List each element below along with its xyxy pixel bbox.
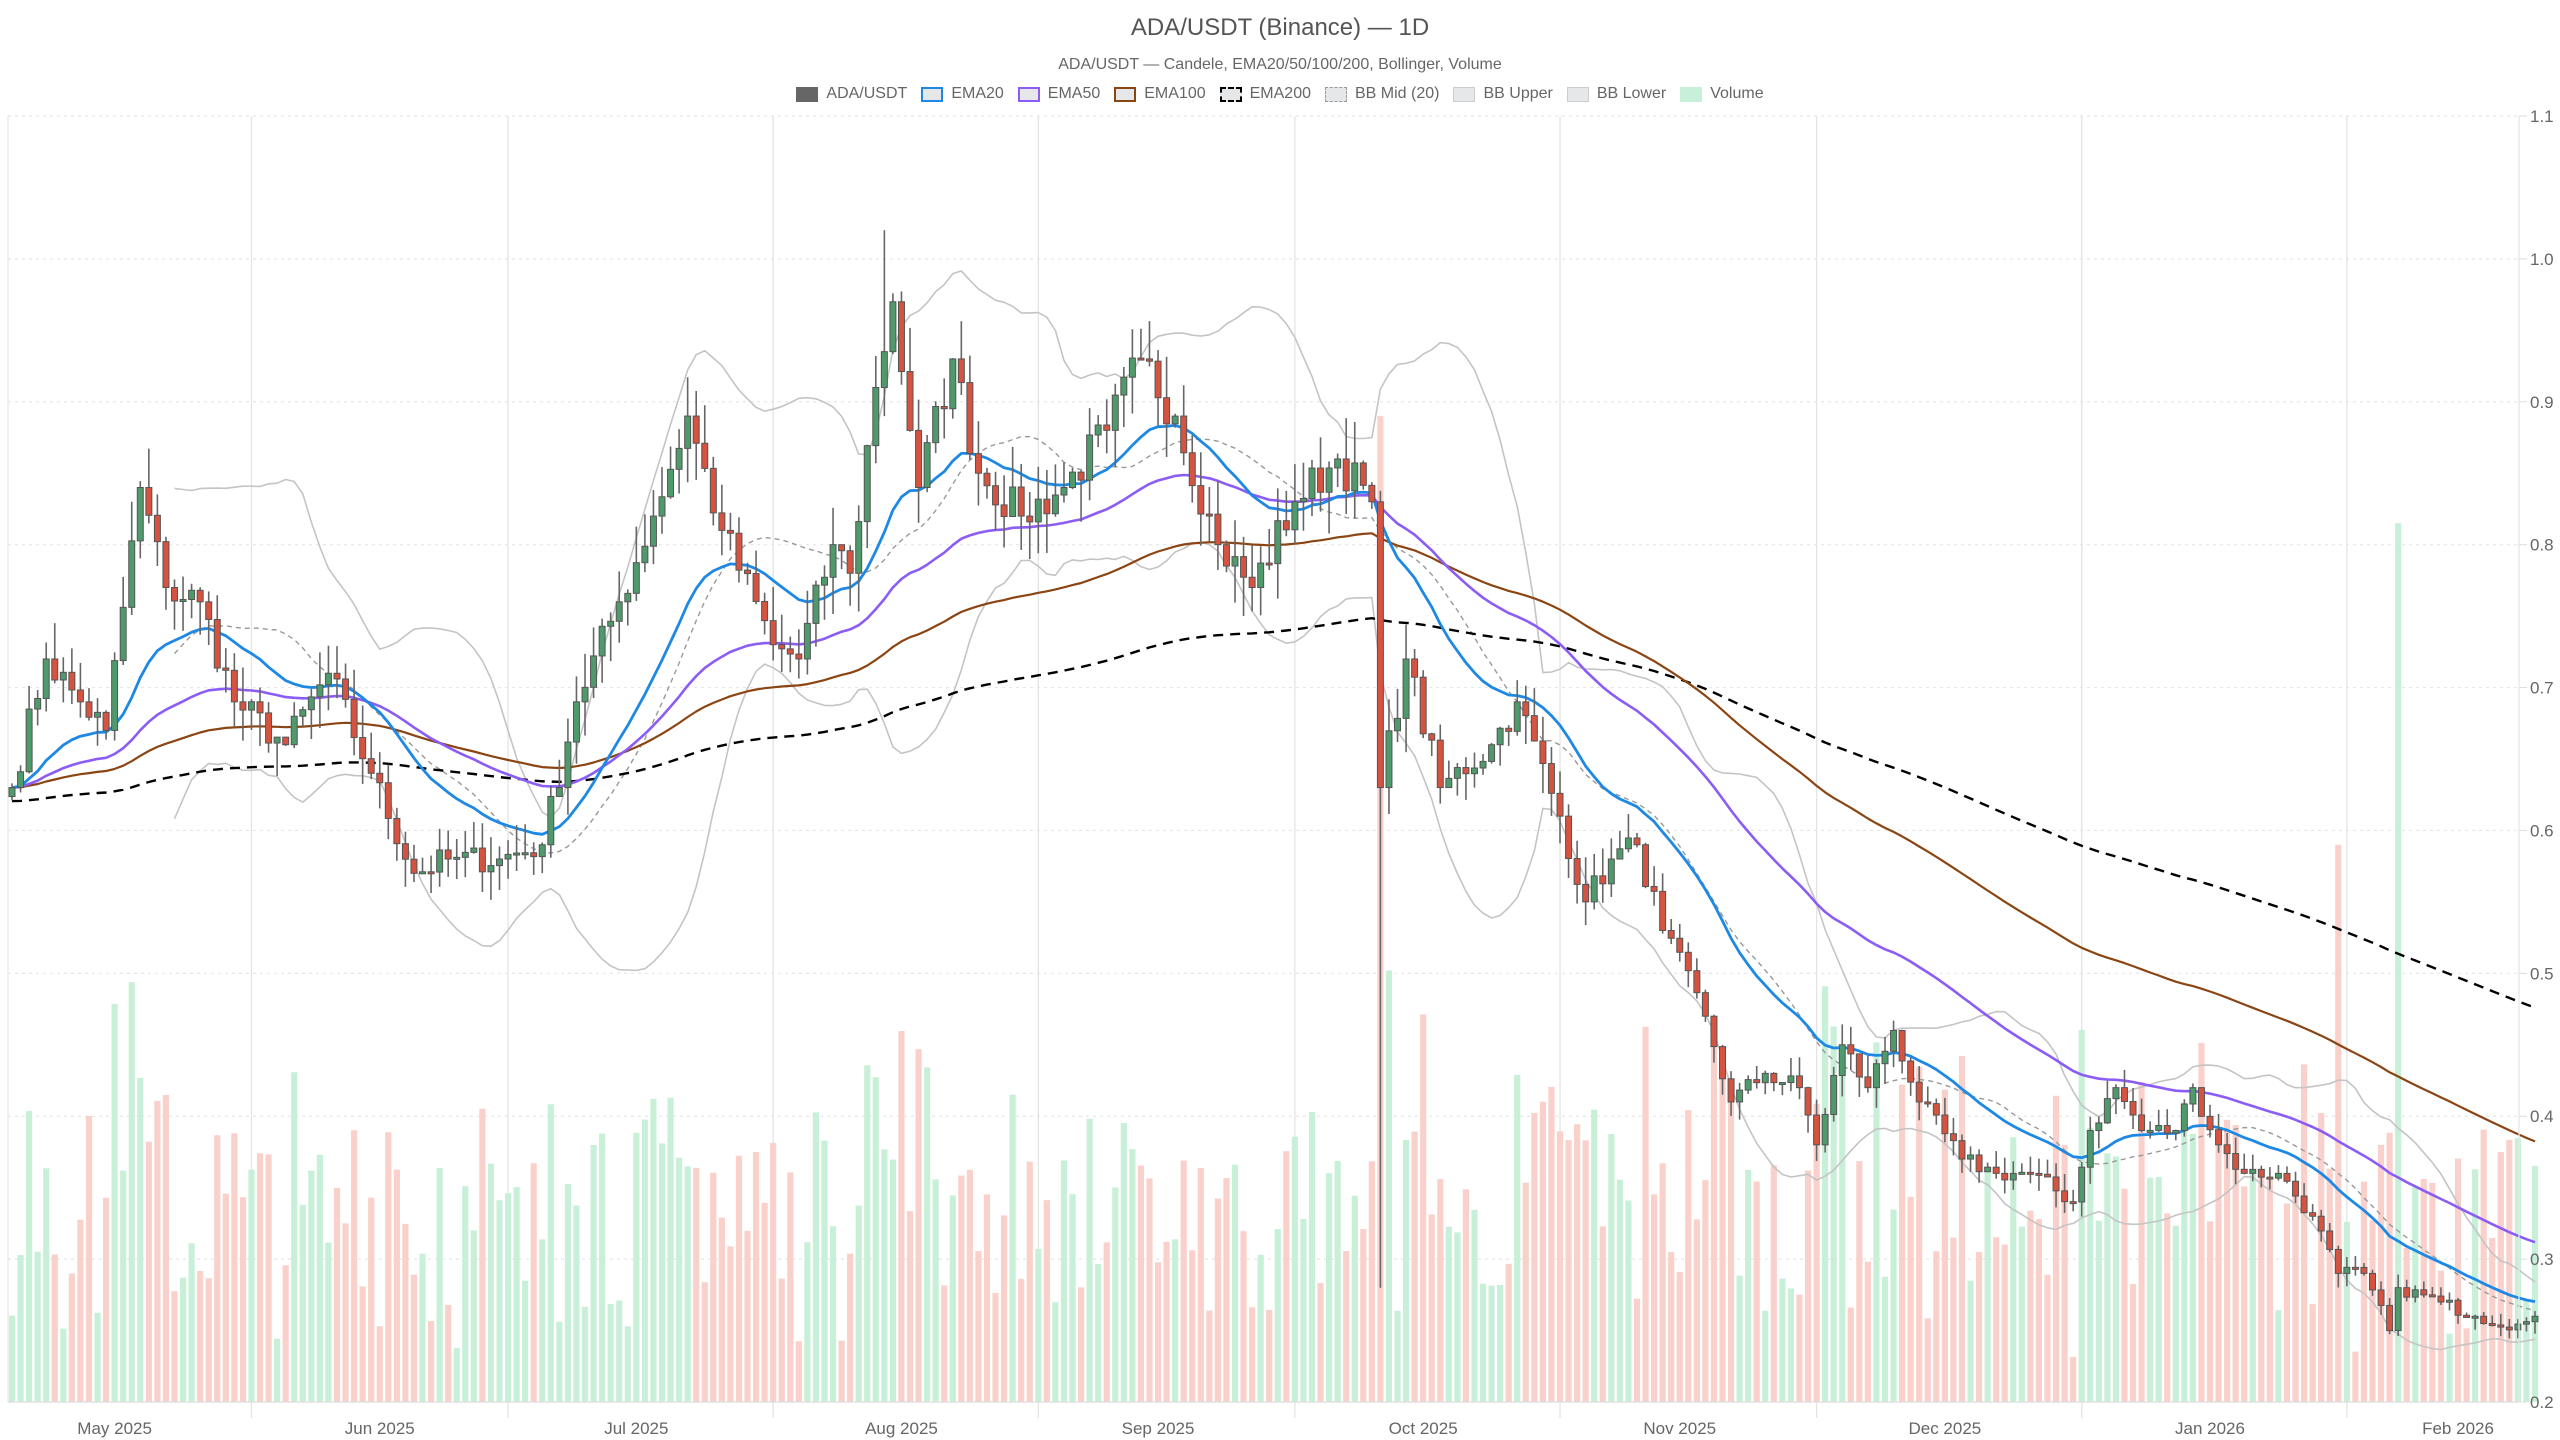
legend-swatch-icon: [1219, 86, 1242, 102]
svg-text:May 2025: May 2025: [77, 1419, 152, 1438]
svg-text:Aug 2025: Aug 2025: [865, 1419, 938, 1438]
legend-swatch-icon: [1114, 86, 1137, 102]
svg-text:Feb 2026: Feb 2026: [2422, 1419, 2494, 1438]
svg-text:Nov 2025: Nov 2025: [1643, 1419, 1716, 1438]
svg-text:0.5: 0.5: [2530, 964, 2554, 983]
svg-text:Jul 2025: Jul 2025: [604, 1419, 668, 1438]
chart-legend: ADA/USDT EMA20 EMA50 EMA100 EMA200 BB Mi…: [0, 85, 2560, 103]
legend-label: BB Upper: [1483, 85, 1553, 102]
ema-lines: [11, 424, 2536, 1303]
svg-text:Jan 2026: Jan 2026: [2175, 1419, 2245, 1438]
svg-text:Sep 2025: Sep 2025: [1122, 1419, 1195, 1438]
chart-title: ADA/USDT (Binance) — 1D: [1130, 14, 1430, 41]
legend-item-ema20[interactable]: EMA20: [921, 85, 1004, 103]
legend-swatch-icon: [796, 86, 819, 102]
legend-swatch-icon: [921, 86, 944, 102]
svg-text:Dec 2025: Dec 2025: [1908, 1419, 1981, 1438]
svg-text:Jun 2025: Jun 2025: [345, 1419, 415, 1438]
axes: 0.2 0.3 0.4 0.5 0.6 0.7 0.8 0.9 1.0 1.1 May 2025 Ju…: [8, 107, 2554, 1438]
candles: [8, 230, 2539, 1339]
svg-text:0.4: 0.4: [2530, 1107, 2554, 1126]
legend-label: EMA50: [1047, 85, 1101, 102]
legend-swatch-icon: [1453, 86, 1476, 102]
legend-label: BB Mid (20): [1355, 85, 1440, 102]
svg-text:1.1: 1.1: [2530, 107, 2554, 126]
legend-item-volume[interactable]: Volume: [1680, 85, 1764, 103]
legend-item-ema200[interactable]: EMA200: [1219, 85, 1311, 103]
chart-subtitle: ADA/USDT — Candele, EMA20/50/100/200, Bo…: [1058, 56, 1502, 73]
legend-swatch-icon: [1325, 86, 1347, 102]
legend-label: Volume: [1710, 85, 1764, 102]
legend-label: EMA200: [1249, 85, 1311, 102]
legend-item-adausdt[interactable]: ADA/USDT: [796, 85, 907, 103]
volume-bars: [8, 416, 2539, 1403]
legend-label: EMA100: [1144, 85, 1206, 102]
legend-item-bb-mid[interactable]: BB Mid (20): [1325, 85, 1439, 103]
legend-item-ema100[interactable]: EMA100: [1114, 85, 1206, 103]
svg-text:0.7: 0.7: [2530, 679, 2554, 698]
legend-label: BB Lower: [1596, 85, 1667, 102]
svg-text:0.6: 0.6: [2530, 821, 2554, 840]
svg-text:0.2: 0.2: [2530, 1393, 2554, 1412]
svg-text:0.8: 0.8: [2530, 536, 2554, 555]
svg-text:1.0: 1.0: [2530, 250, 2554, 269]
legend-swatch-icon: [1566, 86, 1589, 102]
svg-text:0.3: 0.3: [2530, 1250, 2554, 1269]
svg-text:0.9: 0.9: [2530, 393, 2554, 412]
legend-swatch-icon: [1680, 86, 1703, 102]
legend-item-bb-lower[interactable]: BB Lower: [1566, 85, 1667, 103]
legend-item-ema50[interactable]: EMA50: [1017, 85, 1101, 103]
legend-swatch-icon: [1017, 86, 1040, 102]
svg-text:Oct 2025: Oct 2025: [1389, 1419, 1458, 1438]
legend-label: ADA/USDT: [826, 85, 908, 102]
legend-label: EMA20: [951, 85, 1004, 102]
legend-item-bb-upper[interactable]: BB Upper: [1453, 85, 1553, 103]
